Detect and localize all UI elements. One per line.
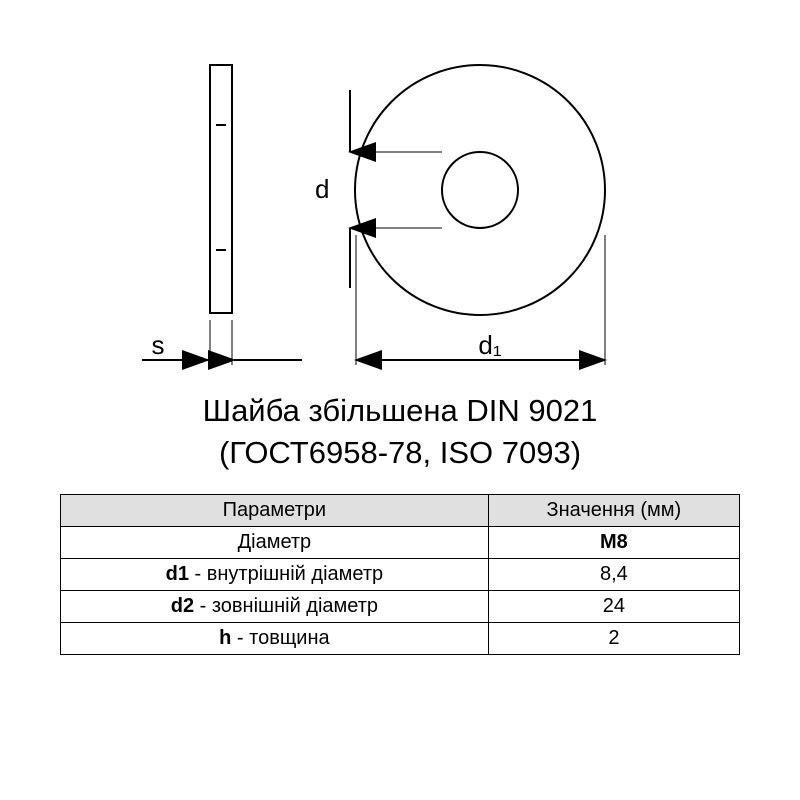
param-text: - товщина <box>231 627 329 649</box>
technical-diagram: d d₁ s <box>60 30 740 360</box>
header-param: Параметри <box>61 494 489 526</box>
table-header-row: Параметри Значення (мм) <box>61 494 740 526</box>
header-value: Значення (мм) <box>488 494 739 526</box>
param-symbol: d1 <box>166 563 189 585</box>
title-block: Шайба збільшена DIN 9021 (ГОСТ6958-78, I… <box>60 390 740 474</box>
param-cell: Діаметр <box>61 526 489 558</box>
table-row: d1 - внутрішній діаметр8,4 <box>61 558 740 590</box>
inner-circle <box>442 152 518 228</box>
value-cell: M8 <box>488 526 739 558</box>
diagram-svg: d d₁ s <box>60 30 740 375</box>
param-cell: h - товщина <box>61 622 489 654</box>
side-view-rect <box>210 65 232 313</box>
value-cell: 2 <box>488 622 739 654</box>
param-cell: d2 - зовнішній діаметр <box>61 590 489 622</box>
title-line-1: Шайба збільшена DIN 9021 <box>60 390 740 432</box>
title-line-2: (ГОСТ6958-78, ISO 7093) <box>60 432 740 474</box>
value-cell: 8,4 <box>488 558 739 590</box>
table-row: d2 - зовнішній діаметр24 <box>61 590 740 622</box>
param-symbol: h <box>219 627 231 649</box>
param-symbol: d2 <box>171 595 194 617</box>
label-d: d <box>315 174 329 204</box>
table-row: h - товщина2 <box>61 622 740 654</box>
spec-table: Параметри Значення (мм) ДіаметрM8d1 - вн… <box>60 494 740 655</box>
page: d d₁ s Шайба збільшена DIN 9021 (ГОСТ695… <box>0 0 800 800</box>
label-d1: d₁ <box>478 330 501 360</box>
param-text: Діаметр <box>238 531 312 553</box>
label-s: s <box>152 330 165 360</box>
value-cell: 24 <box>488 590 739 622</box>
param-text: - внутрішній діаметр <box>189 563 383 585</box>
param-text: - зовнішній діаметр <box>194 595 378 617</box>
param-cell: d1 - внутрішній діаметр <box>61 558 489 590</box>
table-row: Діаметр M8 <box>61 526 740 558</box>
